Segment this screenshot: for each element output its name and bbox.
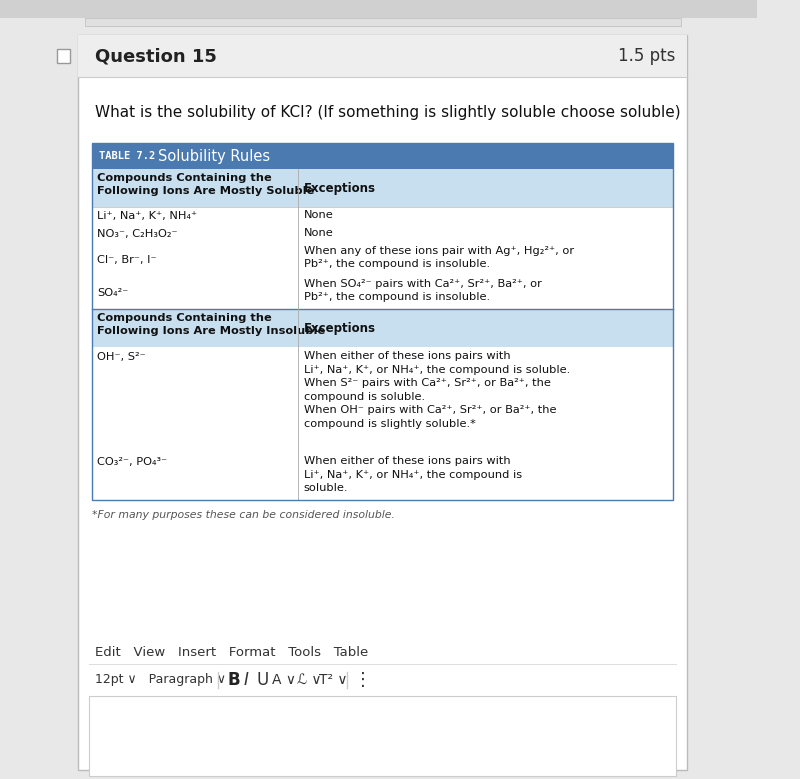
Text: 1.5 pts: 1.5 pts [618,47,675,65]
Bar [92,347,673,452]
Bar [89,696,675,776]
Bar [78,35,687,77]
Text: TABLE 7.2: TABLE 7.2 [99,151,155,161]
Bar [92,243,673,276]
Bar [92,309,673,347]
Text: None: None [304,228,334,238]
Text: ℒ ∨: ℒ ∨ [297,673,322,687]
Bar [85,18,681,26]
Text: What is the solubility of KCI? (If something is slightly soluble choose soluble): What is the solubility of KCI? (If somet… [94,105,680,120]
Text: When either of these ions pairs with
Li⁺, Na⁺, K⁺, or NH₄⁺, the compound is solu: When either of these ions pairs with Li⁺… [304,351,570,429]
Text: A ∨: A ∨ [273,673,297,687]
Bar [92,207,673,225]
Text: Li⁺, Na⁺, K⁺, NH₄⁺: Li⁺, Na⁺, K⁺, NH₄⁺ [98,211,198,221]
Bar [92,143,673,169]
Bar [92,452,673,500]
Text: Question 15: Question 15 [94,47,217,65]
Bar [57,49,70,63]
Text: Compounds Containing the
Following Ions Are Mostly Soluble: Compounds Containing the Following Ions … [98,173,315,196]
Bar [92,276,673,309]
Bar [0,0,757,18]
Text: CO₃²⁻, PO₄³⁻: CO₃²⁻, PO₄³⁻ [98,457,167,467]
Text: OH⁻, S²⁻: OH⁻, S²⁻ [98,352,146,362]
Text: *For many purposes these can be considered insoluble.: *For many purposes these can be consider… [92,510,394,520]
Text: ⋮: ⋮ [354,671,372,689]
Text: Cl⁻, Br⁻, I⁻: Cl⁻, Br⁻, I⁻ [98,255,157,265]
Bar [92,143,673,500]
Text: When either of these ions pairs with
Li⁺, Na⁺, K⁺, or NH₄⁺, the compound is
solu: When either of these ions pairs with Li⁺… [304,456,522,493]
Bar [92,169,673,207]
Bar [92,225,673,243]
Text: T² ∨: T² ∨ [319,673,347,687]
Text: Compounds Containing the
Following Ions Are Mostly Insoluble: Compounds Containing the Following Ions … [98,313,326,337]
Text: Solubility Rules: Solubility Rules [158,149,270,164]
Text: SO₄²⁻: SO₄²⁻ [98,287,129,298]
Text: NO₃⁻, C₂H₃O₂⁻: NO₃⁻, C₂H₃O₂⁻ [98,229,178,239]
Text: Exceptions: Exceptions [304,182,376,195]
Text: Edit   View   Insert   Format   Tools   Table: Edit View Insert Format Tools Table [94,646,368,658]
Text: When SO₄²⁻ pairs with Ca²⁺, Sr²⁺, Ba²⁺, or
Pb²⁺, the compound is insoluble.: When SO₄²⁻ pairs with Ca²⁺, Sr²⁺, Ba²⁺, … [304,279,542,302]
Text: U: U [256,671,269,689]
Text: When any of these ions pair with Ag⁺, Hg₂²⁺, or
Pb²⁺, the compound is insoluble.: When any of these ions pair with Ag⁺, Hg… [304,246,574,270]
Bar [78,35,687,770]
Text: B: B [227,671,240,689]
Text: 12pt ∨   Paragraph ∨: 12pt ∨ Paragraph ∨ [94,674,226,686]
Text: Exceptions: Exceptions [304,322,376,334]
Text: I: I [243,671,248,689]
Text: None: None [304,210,334,220]
